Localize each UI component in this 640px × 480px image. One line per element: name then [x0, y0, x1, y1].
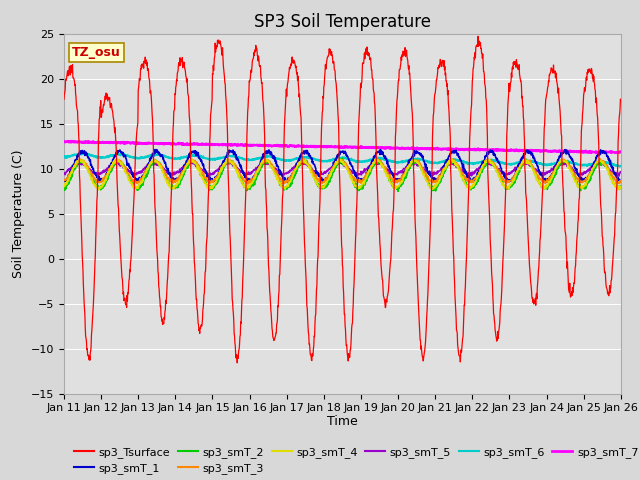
- sp3_smT_5: [184, 160, 191, 166]
- sp3_smT_4: [429, 185, 436, 191]
- sp3_Tsurface: [429, 124, 436, 130]
- sp3_smT_6: [184, 153, 192, 159]
- sp3_smT_7: [171, 141, 179, 147]
- sp3_smT_1: [152, 147, 159, 153]
- sp3_smT_1: [171, 177, 179, 182]
- sp3_smT_3: [60, 178, 68, 183]
- sp3_smT_7: [246, 142, 254, 148]
- Line: sp3_smT_5: sp3_smT_5: [64, 162, 620, 176]
- sp3_Tsurface: [234, 360, 241, 366]
- sp3_Tsurface: [60, 96, 68, 102]
- sp3_smT_2: [502, 186, 510, 192]
- Line: sp3_smT_1: sp3_smT_1: [64, 150, 620, 182]
- sp3_smT_2: [616, 183, 624, 189]
- sp3_smT_4: [447, 156, 454, 161]
- sp3_Tsurface: [551, 68, 559, 74]
- sp3_smT_4: [502, 185, 509, 191]
- sp3_smT_3: [551, 167, 559, 172]
- sp3_smT_5: [502, 171, 509, 177]
- sp3_smT_2: [170, 185, 178, 191]
- sp3_smT_5: [615, 173, 623, 179]
- sp3_smT_1: [60, 178, 68, 183]
- sp3_smT_3: [429, 180, 437, 185]
- sp3_smT_7: [502, 147, 509, 153]
- sp3_smT_7: [60, 139, 68, 144]
- sp3_smT_7: [429, 145, 436, 151]
- Line: sp3_Tsurface: sp3_Tsurface: [64, 36, 620, 363]
- sp3_smT_6: [60, 154, 68, 160]
- sp3_smT_5: [616, 169, 624, 175]
- sp3_smT_2: [60, 187, 68, 192]
- sp3_smT_5: [429, 172, 436, 178]
- sp3_smT_2: [339, 155, 346, 161]
- sp3_smT_3: [616, 179, 624, 184]
- sp3_smT_1: [246, 177, 254, 182]
- sp3_smT_4: [551, 168, 559, 173]
- sp3_smT_4: [170, 186, 178, 192]
- sp3_smT_5: [227, 159, 235, 165]
- sp3_smT_7: [184, 142, 192, 147]
- sp3_smT_1: [551, 164, 559, 170]
- sp3_smT_6: [79, 150, 87, 156]
- sp3_smT_5: [60, 170, 68, 176]
- sp3_smT_6: [616, 163, 624, 169]
- sp3_smT_6: [171, 156, 179, 161]
- sp3_smT_4: [246, 182, 254, 188]
- Title: SP3 Soil Temperature: SP3 Soil Temperature: [254, 12, 431, 31]
- sp3_smT_6: [246, 157, 254, 163]
- sp3_smT_3: [280, 181, 287, 187]
- sp3_smT_7: [67, 138, 74, 144]
- Text: TZ_osu: TZ_osu: [72, 46, 121, 59]
- sp3_smT_5: [170, 171, 178, 177]
- Line: sp3_smT_6: sp3_smT_6: [64, 153, 620, 167]
- sp3_smT_3: [300, 156, 308, 162]
- sp3_Tsurface: [616, 96, 624, 102]
- sp3_smT_2: [246, 186, 254, 192]
- sp3_smT_7: [551, 148, 559, 154]
- sp3_smT_6: [429, 160, 436, 166]
- sp3_smT_7: [593, 150, 600, 156]
- sp3_smT_4: [184, 161, 191, 167]
- sp3_smT_4: [613, 187, 621, 193]
- sp3_Tsurface: [184, 90, 191, 96]
- sp3_smT_1: [616, 178, 624, 183]
- sp3_Tsurface: [474, 33, 482, 39]
- sp3_smT_1: [184, 156, 192, 162]
- Y-axis label: Soil Temperature (C): Soil Temperature (C): [12, 149, 26, 278]
- sp3_smT_2: [394, 189, 402, 194]
- sp3_smT_3: [246, 179, 254, 184]
- sp3_smT_1: [502, 174, 510, 180]
- Legend: sp3_Tsurface, sp3_smT_1, sp3_smT_2, sp3_smT_3, sp3_smT_4, sp3_smT_5, sp3_smT_6, : sp3_Tsurface, sp3_smT_1, sp3_smT_2, sp3_…: [70, 443, 640, 479]
- sp3_smT_3: [170, 179, 178, 185]
- sp3_smT_3: [184, 160, 191, 166]
- Line: sp3_smT_4: sp3_smT_4: [64, 158, 620, 190]
- sp3_smT_1: [429, 177, 437, 182]
- sp3_smT_6: [616, 164, 624, 169]
- sp3_smT_4: [616, 184, 624, 190]
- Line: sp3_smT_2: sp3_smT_2: [64, 158, 620, 192]
- sp3_smT_2: [184, 166, 191, 171]
- sp3_smT_5: [551, 163, 559, 169]
- sp3_smT_4: [60, 182, 68, 188]
- sp3_smT_2: [429, 184, 437, 190]
- Line: sp3_smT_3: sp3_smT_3: [64, 159, 620, 184]
- sp3_Tsurface: [170, 108, 178, 113]
- X-axis label: Time: Time: [327, 415, 358, 428]
- sp3_Tsurface: [246, 75, 254, 81]
- sp3_Tsurface: [502, 177, 510, 183]
- sp3_smT_5: [246, 170, 254, 176]
- sp3_smT_6: [551, 161, 559, 167]
- sp3_smT_3: [502, 180, 510, 186]
- Line: sp3_smT_7: sp3_smT_7: [64, 141, 620, 153]
- sp3_smT_7: [616, 149, 624, 155]
- sp3_smT_1: [284, 180, 291, 185]
- sp3_smT_2: [551, 173, 559, 179]
- sp3_smT_6: [502, 161, 509, 167]
